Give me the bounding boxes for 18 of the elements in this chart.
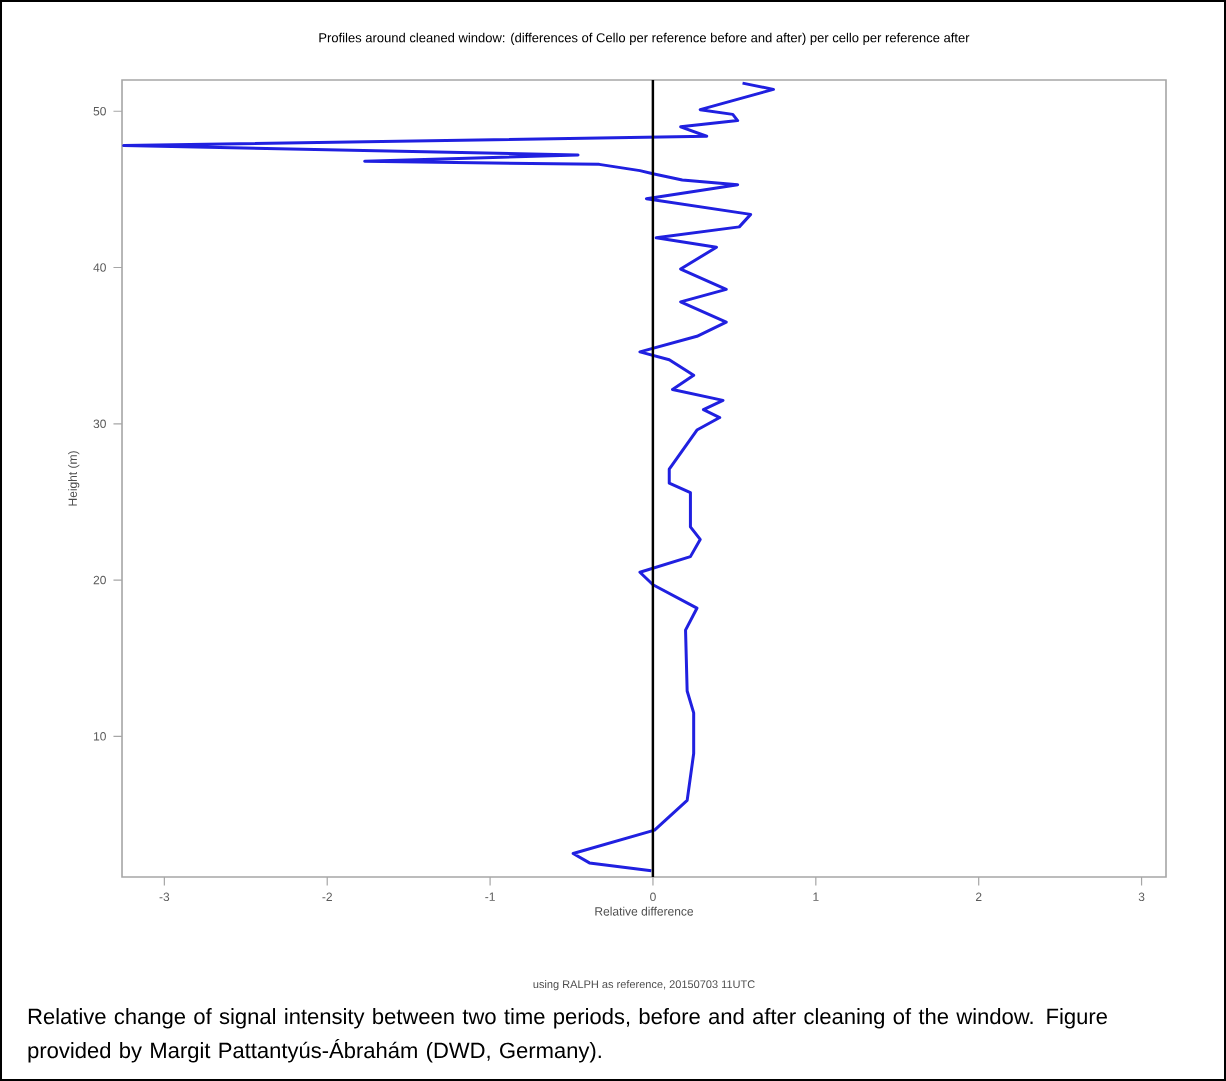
x-axis-title: Relative difference [595, 906, 694, 916]
x-tick-label: 2 [975, 892, 982, 901]
y-axis-title: Height (m) [68, 451, 80, 506]
chart-title: Profiles around cleaned window: (differences of Cello per reference before and after) per cello per reference after [319, 32, 970, 45]
x-tick-label: -1 [485, 892, 495, 901]
x-tick-label: 3 [1138, 892, 1145, 902]
x-tick-label: 0 [650, 892, 656, 902]
x-tick-label: 1 [813, 892, 819, 901]
y-tick-label: 50 [93, 106, 106, 116]
y-tick-label: 40 [93, 263, 106, 272]
text: using RALPH as reference, 20150703 11UTC [533, 980, 755, 991]
y-tick-label: 20 [93, 575, 106, 585]
x-tick-label: -3 [159, 892, 170, 902]
x-tick-label: -2 [322, 892, 332, 901]
line-series [122, 81, 775, 873]
text: Relative change of signal intensity between two time periods, before and after cleaning of the window. Figure provided by Margit Pattantyús-Ábrahám (DWD, Germany). [28, 1008, 1107, 1063]
y-tick-label: 30 [93, 419, 106, 429]
y-tick-label: 10 [93, 732, 106, 741]
